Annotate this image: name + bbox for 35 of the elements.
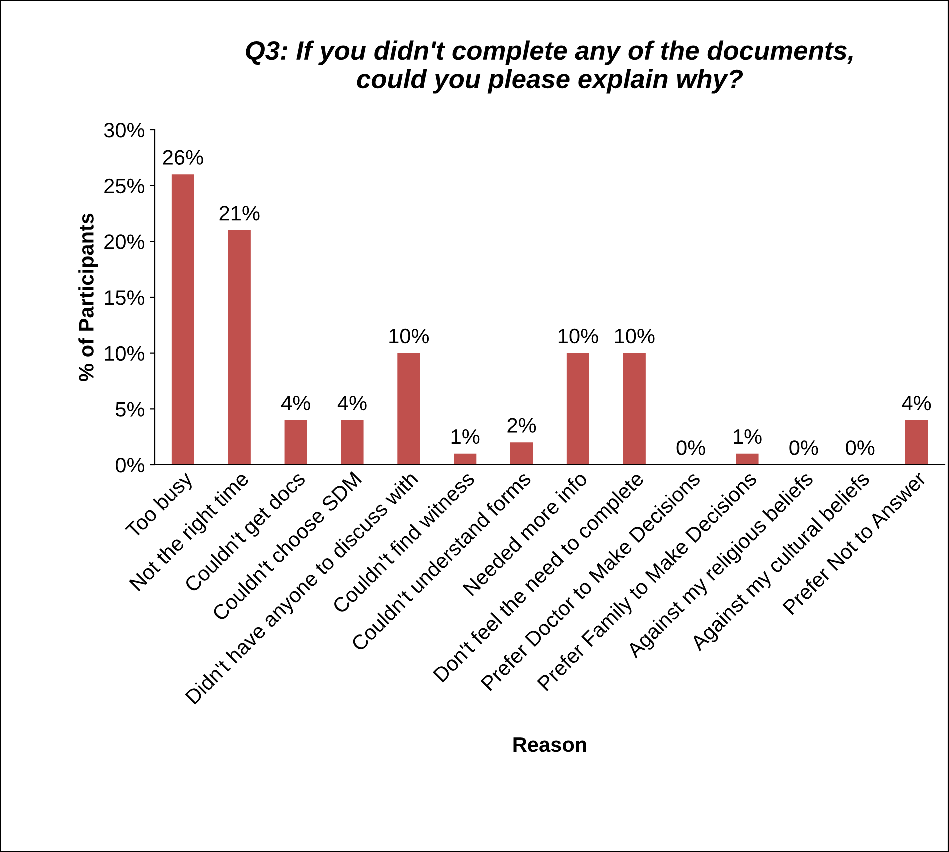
x-axis-title: Reason [514,738,586,752]
bar [172,174,194,465]
data-label: 1% [452,430,480,444]
data-label: 10% [390,328,430,344]
bar [736,454,759,465]
y-tick-label: 20% [104,234,145,250]
data-label: 0% [790,440,818,456]
bar [228,230,251,465]
data-label: 4% [338,396,367,411]
data-label: 21% [220,206,260,221]
y-tick-label: 0% [116,458,145,473]
bar [398,353,420,465]
data-label: 0% [846,440,875,456]
data-label: 0% [676,440,706,456]
chart-title: Q3: If you didn't complete any of the documents, could you please explain why? [246,40,853,94]
bar [566,353,590,465]
data-label: 2% [508,418,536,433]
y-tick-label: 5% [116,402,145,417]
y-tick-label: 25% [104,178,145,194]
data-label: 4% [281,396,310,411]
bar [510,442,534,465]
data-label: 10% [558,328,598,344]
bar [284,420,308,465]
data-label: 26% [163,150,204,165]
bar [623,353,646,465]
y-tick-label: 30% [104,123,145,138]
y-tick-label: 10% [105,346,145,362]
data-label: 1% [734,430,762,444]
bar [454,454,477,465]
y-tick-label: 15% [105,290,145,306]
data-label: 10% [615,328,655,344]
data-label: 4% [902,396,932,411]
bar [906,420,928,465]
bar [341,420,364,465]
y-axis-title: % of Participants [78,214,98,382]
